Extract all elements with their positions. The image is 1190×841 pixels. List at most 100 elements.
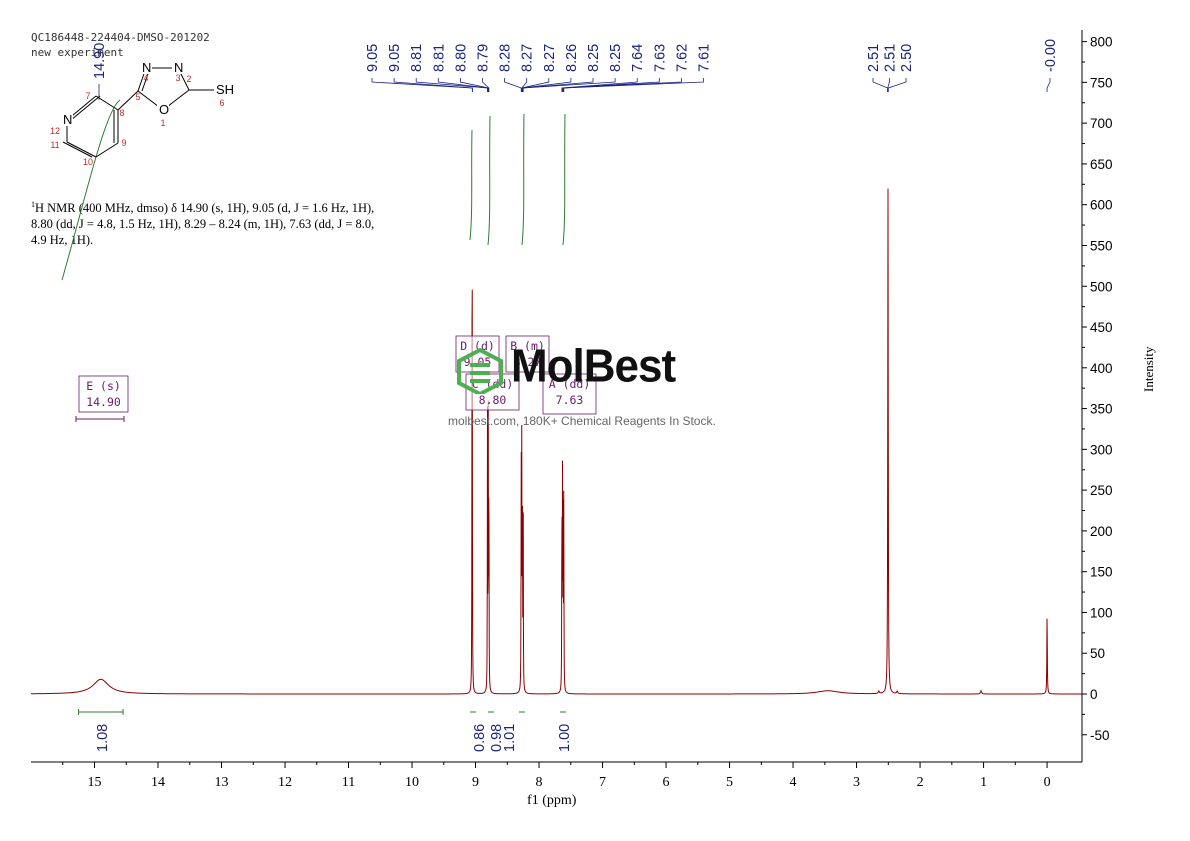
spectrum-trace (31, 188, 1082, 695)
peak-label: 9.05 (387, 44, 403, 72)
molecule-bond (70, 95, 101, 121)
x-tick-label: 5 (726, 775, 733, 790)
peak-label: 8.25 (586, 44, 602, 72)
y-tick-label: 300 (1090, 442, 1113, 457)
x-tick-label: 0 (1044, 775, 1051, 790)
molecule-bond (95, 95, 119, 111)
peak-label-leader (1046, 78, 1051, 92)
y-tick-label: 500 (1090, 279, 1113, 294)
x-tick-label: 1 (980, 775, 987, 790)
y-tick-label: 150 (1090, 565, 1113, 580)
atom-symbol: SH (216, 82, 234, 97)
peak-label-leader (561, 78, 638, 92)
x-tick-label: 6 (663, 775, 670, 790)
peak-label-leader (872, 78, 889, 92)
integral-curve (562, 113, 566, 246)
x-tick-label: 12 (278, 775, 292, 790)
integral-value: 1.08 (95, 724, 111, 752)
molecule-bond (62, 141, 93, 158)
peak-label-leader (522, 78, 572, 92)
atom-number: 6 (219, 98, 224, 108)
y-tick-label: 600 (1090, 198, 1113, 213)
atom-number: 12 (50, 126, 60, 136)
atom-symbol: N (142, 60, 151, 75)
peak-label-leader (522, 78, 616, 92)
atom-symbol: O (159, 102, 169, 117)
watermark-tagline: molbest.com, 180K+ Chemical Reagents In … (448, 414, 716, 428)
atom-number: 2 (186, 74, 191, 84)
multiplet-header: B (m) (510, 339, 545, 353)
multiplet-shift: 8.27 (514, 355, 542, 369)
atom-symbol: N (174, 60, 183, 75)
molecule-bond (117, 90, 139, 111)
integral-value: 1.01 (502, 724, 518, 752)
experiment-name: new experiment (31, 46, 124, 59)
peak-label: 8.81 (409, 44, 425, 72)
y-tick-label: -50 (1090, 728, 1110, 743)
multiplet-header: E (s) (86, 379, 121, 393)
nmr-description-text: H NMR (400 MHz, dmso) δ 14.90 (s, 1H), 9… (31, 201, 375, 248)
atom-label-bg (140, 60, 152, 74)
x-tick-label: 4 (790, 775, 797, 790)
atom-label-bg (157, 102, 169, 116)
peak-label: 7.64 (630, 44, 646, 72)
x-tick-label: 2 (917, 775, 924, 790)
multiplet-header: A (dd) (549, 377, 591, 391)
peak-label-leader (887, 78, 907, 92)
peak-label: 8.28 (498, 44, 514, 72)
integral-value: 0.98 (489, 724, 505, 752)
y-axis-label: Intensity (1141, 346, 1156, 393)
atom-label-bg (214, 82, 236, 96)
y-tick-label: 550 (1090, 238, 1113, 253)
peak-label-leader (887, 78, 890, 92)
peak-label: 7.61 (697, 44, 713, 72)
molecule-bond (66, 141, 97, 158)
integral-curve (61, 99, 121, 281)
peak-label-leader (504, 78, 522, 92)
x-tick-label: 11 (342, 775, 355, 790)
nmr-description: 1H NMR (400 MHz, dmso) δ 14.90 (s, 1H), … (31, 197, 391, 248)
peak-label-leader (393, 78, 473, 92)
peak-label: -0.00 (1043, 39, 1059, 72)
peak-label: 8.26 (564, 44, 580, 72)
peak-label-leader (521, 78, 550, 92)
watermark-brand: MolBest (511, 340, 676, 393)
x-tick-label: 15 (88, 775, 102, 790)
y-tick-label: 450 (1090, 320, 1113, 335)
peak-label: 7.63 (652, 44, 668, 72)
multiplet-shift: 14.90 (86, 395, 121, 409)
multiplet-box (78, 375, 129, 413)
x-tick-label: 9 (472, 775, 479, 790)
peak-label: 8.27 (520, 44, 536, 72)
atom-label-bg (172, 60, 184, 74)
y-tick-label: 750 (1090, 75, 1113, 90)
peak-label-leader (562, 78, 660, 92)
peak-label-leader (459, 78, 489, 92)
multiplet-shift: 8.80 (479, 393, 507, 407)
peak-label-leader (562, 78, 682, 92)
y-tick-label: 200 (1090, 524, 1113, 539)
integral-curve (521, 113, 525, 246)
peak-label-leader (563, 78, 704, 92)
integral-curve (487, 115, 491, 246)
multiplet-header: D (d) (460, 339, 495, 353)
peak-label: 8.81 (431, 44, 447, 72)
y-tick-label: 400 (1090, 361, 1113, 376)
y-tick-label: 800 (1090, 35, 1113, 50)
y-tick-label: 650 (1090, 157, 1113, 172)
peak-label-leader (437, 78, 488, 92)
y-tick-label: 350 (1090, 402, 1113, 417)
molecule-bond (95, 142, 119, 158)
peak-label: 7.62 (674, 44, 690, 72)
peak-label: 2.50 (899, 44, 915, 72)
peak-label-leader (482, 78, 490, 92)
atom-symbol: N (63, 112, 72, 127)
integral-curve (469, 129, 473, 241)
integral-value: 1.00 (557, 724, 573, 752)
y-tick-label: 0 (1090, 687, 1098, 702)
peak-label: 2.51 (883, 44, 899, 72)
peak-label-leader (371, 78, 473, 92)
peak-label: 14.90 (92, 43, 108, 79)
